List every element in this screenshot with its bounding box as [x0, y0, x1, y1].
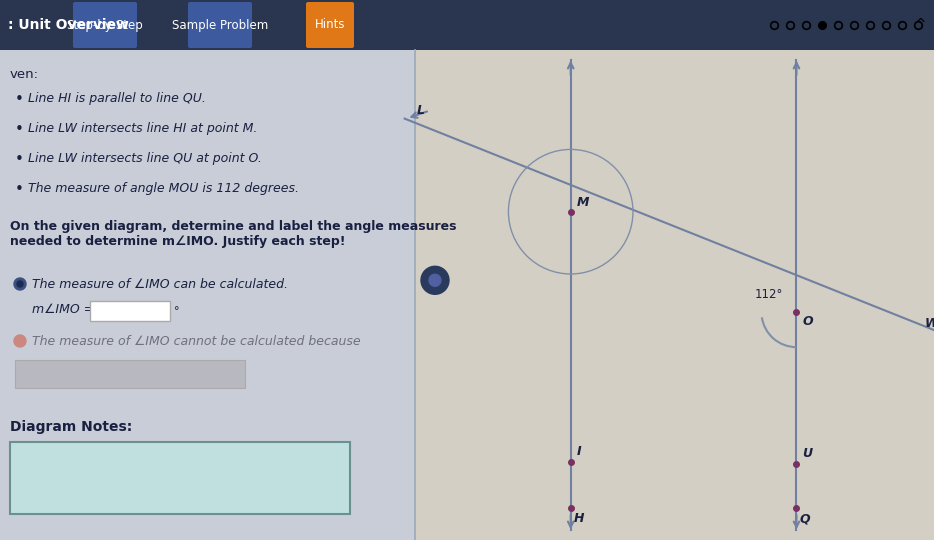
Circle shape — [17, 281, 23, 287]
Bar — [0, 0, 934, 50]
Bar — [10, 442, 350, 514]
Circle shape — [14, 335, 26, 347]
Text: Q: Q — [800, 512, 810, 525]
Bar — [0, 50, 415, 540]
Text: Line LW intersects line HI at point M.: Line LW intersects line HI at point M. — [28, 122, 258, 135]
Text: m∠MOU = 112°: m∠MOU = 112° — [18, 475, 127, 488]
FancyBboxPatch shape — [188, 2, 252, 48]
Text: : Unit Overview: : Unit Overview — [8, 18, 129, 32]
Circle shape — [14, 278, 26, 290]
Bar — [415, 50, 934, 540]
Text: ven:: ven: — [10, 68, 39, 81]
Bar — [15, 360, 245, 388]
Text: •: • — [15, 152, 24, 167]
Text: Line HI is parallel to line QU.: Line HI is parallel to line QU. — [28, 92, 205, 105]
Text: Step-by-Step: Step-by-Step — [66, 18, 144, 31]
Text: ^: ^ — [914, 18, 926, 32]
Text: °: ° — [174, 306, 179, 316]
Text: The measure of angle MOU is 112 degrees.: The measure of angle MOU is 112 degrees. — [28, 182, 299, 195]
Text: •: • — [15, 122, 24, 137]
Text: The measure of ∠IMO cannot be calculated because: The measure of ∠IMO cannot be calculated… — [32, 335, 361, 348]
Text: Diagram Notes:: Diagram Notes: — [10, 420, 133, 434]
Text: The measure of ∠IMO can be calculated.: The measure of ∠IMO can be calculated. — [32, 278, 288, 291]
Text: 112°: 112° — [755, 288, 783, 301]
Text: Hints: Hints — [315, 18, 346, 31]
Text: On the given diagram, determine and label the angle measures
needed to determine: On the given diagram, determine and labe… — [10, 220, 457, 248]
Text: W: W — [925, 317, 934, 330]
FancyBboxPatch shape — [306, 2, 354, 48]
Text: H: H — [573, 512, 584, 525]
Text: Line LW intersects line QU at point O.: Line LW intersects line QU at point O. — [28, 152, 262, 165]
Bar — [90, 301, 170, 321]
Text: •: • — [15, 182, 24, 197]
Circle shape — [429, 274, 441, 286]
Text: I: I — [576, 444, 581, 457]
Text: m∠MOU is given.: m∠MOU is given. — [18, 450, 139, 463]
Text: U: U — [802, 447, 813, 460]
Text: Sample Problem: Sample Problem — [172, 18, 268, 31]
Text: O: O — [802, 315, 814, 328]
Text: •: • — [15, 92, 24, 107]
Text: m∠IMO =: m∠IMO = — [32, 303, 94, 316]
Text: M: M — [576, 195, 589, 208]
FancyBboxPatch shape — [73, 2, 137, 48]
Circle shape — [421, 266, 449, 294]
Text: L: L — [417, 104, 425, 117]
